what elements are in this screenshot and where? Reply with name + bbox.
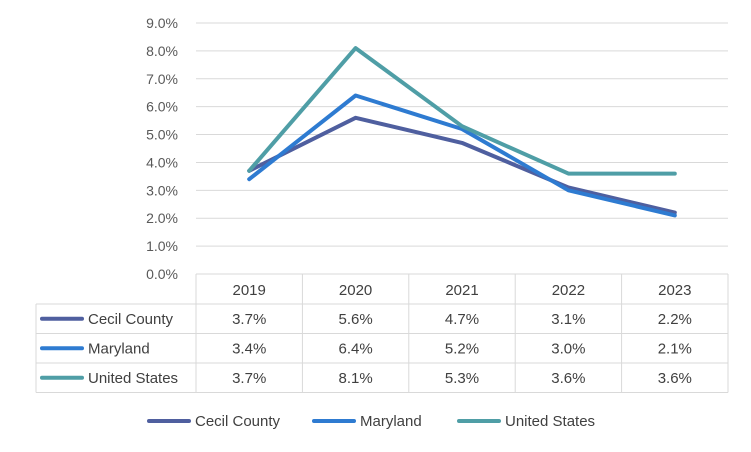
table-cell-value: 4.7% [445, 311, 479, 328]
table-cell-value: 3.6% [658, 370, 692, 387]
table-cell-value: 3.7% [232, 311, 266, 328]
y-tick-label: 9.0% [146, 15, 178, 31]
x-category-label: 2019 [233, 282, 266, 299]
legend-label: United States [505, 413, 595, 430]
y-tick-label: 7.0% [146, 71, 178, 87]
table-cell-value: 2.2% [658, 311, 692, 328]
y-tick-label: 0.0% [146, 266, 178, 282]
y-tick-label: 8.0% [146, 43, 178, 59]
table-series-name: United States [88, 370, 178, 387]
table-cell-value: 6.4% [338, 340, 372, 357]
table-cell-value: 3.1% [551, 311, 585, 328]
table-cell-value: 3.7% [232, 370, 266, 387]
legend-label: Cecil County [195, 413, 281, 430]
table-cell-value: 5.3% [445, 370, 479, 387]
table-cell-value: 8.1% [338, 370, 372, 387]
y-tick-label: 1.0% [146, 238, 178, 254]
x-category-label: 2022 [552, 282, 585, 299]
table-cell-value: 2.1% [658, 340, 692, 357]
y-tick-label: 3.0% [146, 182, 178, 198]
series-line [247, 46, 677, 176]
series-line [247, 93, 677, 218]
table-cell-value: 5.2% [445, 340, 479, 357]
table-cell-value: 3.0% [551, 340, 585, 357]
table-cell-value: 5.6% [338, 311, 372, 328]
y-tick-label: 6.0% [146, 99, 178, 115]
y-tick-label: 2.0% [146, 210, 178, 226]
x-category-label: 2023 [658, 282, 691, 299]
x-category-label: 2021 [445, 282, 478, 299]
table-cell-value: 3.6% [551, 370, 585, 387]
legend-label: Maryland [360, 413, 422, 430]
y-tick-label: 4.0% [146, 154, 178, 170]
table-series-name: Maryland [88, 340, 150, 357]
x-category-label: 2020 [339, 282, 372, 299]
table-cell-value: 3.4% [232, 340, 266, 357]
series-line [247, 115, 677, 215]
table-series-name: Cecil County [88, 311, 174, 328]
y-tick-label: 5.0% [146, 127, 178, 143]
